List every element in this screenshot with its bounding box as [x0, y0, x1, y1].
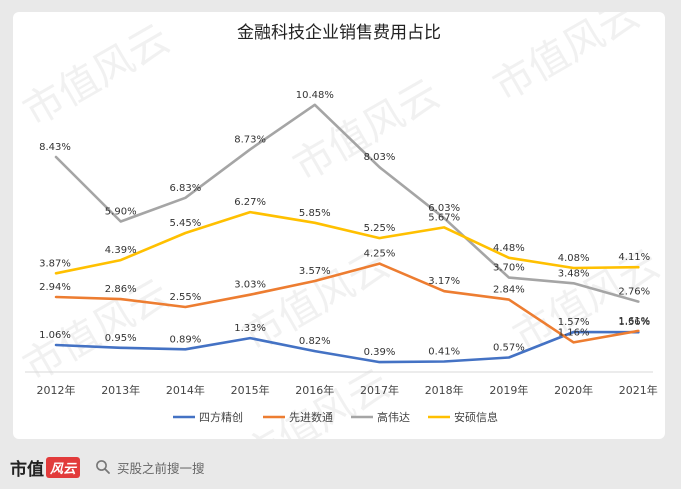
x-tick-label: 2017年: [360, 383, 399, 397]
x-tick-label: 2014年: [166, 383, 205, 397]
legend: 四方精创 先进数通 高伟达 安硕信息: [173, 410, 498, 424]
x-axis: 2012年 2013年 2014年 2015年 2016年 2017年 2018年 2019年…: [25, 371, 658, 397]
search-icon: [96, 460, 110, 474]
data-label: 10.48%: [296, 90, 334, 101]
data-label: 0.57%: [493, 342, 525, 353]
data-label: 3.87%: [39, 258, 71, 269]
data-label: 6.27%: [234, 197, 266, 208]
data-label: 2.86%: [105, 284, 137, 295]
data-label: 0.89%: [170, 334, 202, 345]
data-label: 2.55%: [170, 292, 202, 303]
data-label: 4.08%: [558, 253, 590, 264]
legend-label: 先进数通: [289, 411, 333, 424]
data-label: 5.90%: [105, 207, 137, 218]
data-label: 3.70%: [493, 263, 525, 274]
x-tick-label: 2019年: [489, 383, 528, 397]
data-label: 1.06%: [39, 330, 71, 341]
x-tick-label: 2013年: [101, 383, 140, 397]
search-text: 买股之前搜一搜: [117, 460, 205, 476]
legend-label: 四方精创: [199, 410, 243, 424]
series-line: [54, 330, 640, 364]
x-tick-label: 2020年: [554, 383, 593, 397]
series-line: [54, 262, 640, 344]
data-label: 0.82%: [299, 336, 331, 347]
footer-bar: 市值 风云 买股之前搜一搜: [0, 447, 681, 489]
data-label: 2.76%: [618, 287, 650, 298]
data-label: 6.83%: [170, 183, 202, 194]
data-label: 0.41%: [428, 347, 460, 358]
data-label: 3.03%: [234, 280, 266, 291]
data-label: 8.03%: [364, 152, 396, 163]
data-label: 2.84%: [493, 285, 525, 296]
data-label: 1.61%: [618, 316, 650, 327]
search-box[interactable]: 买股之前搜一搜: [89, 454, 239, 480]
watermark-text: 市值风云: [486, 12, 648, 111]
data-label: 0.39%: [364, 347, 396, 358]
data-labels: 1.06% 0.95% 0.89% 1.33% 0.82% 0.39% 0.41% 0.57%…: [39, 90, 650, 358]
data-label: 3.17%: [428, 276, 460, 287]
x-tick-label: 2016年: [295, 383, 334, 397]
data-label: 4.25%: [364, 249, 396, 260]
data-label: 0.95%: [105, 333, 137, 344]
data-label: 5.85%: [299, 208, 331, 219]
logo-script: 风云: [46, 456, 81, 478]
series-line: [54, 210, 640, 275]
series-line: [54, 103, 640, 303]
data-label: 3.48%: [558, 268, 590, 279]
data-label: 1.16%: [558, 327, 590, 338]
data-label: 2.94%: [39, 282, 71, 293]
data-label: 3.57%: [299, 266, 331, 277]
logo-text: 市值: [10, 459, 44, 480]
data-label: 5.45%: [170, 218, 202, 229]
data-label: 8.73%: [234, 134, 266, 145]
x-tick-label: 2021年: [619, 383, 658, 397]
data-label: 1.56%: [618, 317, 650, 328]
data-label: 4.39%: [105, 245, 137, 256]
data-label: 1.33%: [234, 323, 266, 334]
brand-logo[interactable]: 市值 风云: [10, 456, 81, 480]
watermark-text: 市值风云: [236, 361, 398, 439]
data-label: 5.25%: [364, 223, 396, 234]
data-label: 5.67%: [428, 212, 460, 223]
data-label: 4.48%: [493, 243, 525, 254]
data-label: 8.43%: [39, 142, 71, 153]
series-lines: [54, 103, 640, 364]
x-tick-label: 2012年: [37, 383, 76, 397]
watermark-text: 市值风云: [16, 16, 178, 136]
legend-label: 安硕信息: [454, 410, 498, 424]
x-tick-label: 2018年: [425, 383, 464, 397]
legend-label: 高伟达: [377, 410, 410, 424]
chart-title: 金融科技企业销售费用占比: [237, 23, 441, 43]
data-label: 1.57%: [558, 317, 590, 328]
chart-card: 市值风云 市值风云 市值风云 市值风云 市值风云 市值风云 市值风云 金融科技企业销售费用占…: [13, 12, 665, 439]
x-tick-label: 2015年: [231, 383, 270, 397]
data-label: 6.03%: [428, 203, 460, 214]
data-label: 4.11%: [618, 252, 650, 263]
